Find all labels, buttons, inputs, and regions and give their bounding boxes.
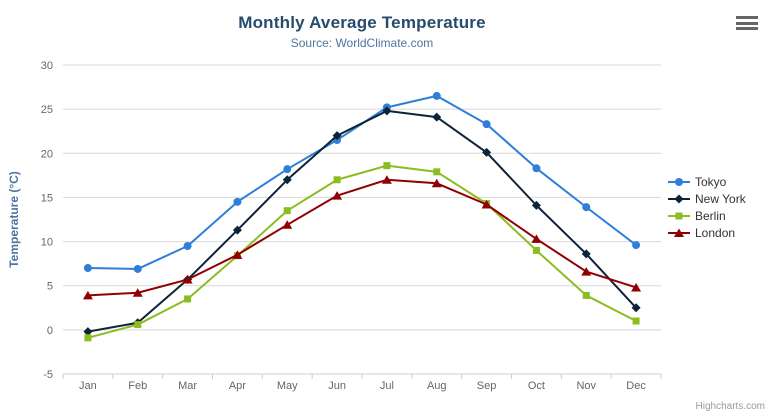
- y-axis-label: 25: [41, 104, 53, 116]
- data-point-tokyo[interactable]: [632, 241, 641, 250]
- data-point-london[interactable]: [631, 282, 642, 292]
- data-point-london[interactable]: [481, 199, 492, 209]
- legend-symbol-circle-icon: [668, 178, 690, 186]
- data-point-new-york[interactable]: [332, 131, 342, 141]
- data-point-london[interactable]: [431, 178, 442, 188]
- data-point-berlin[interactable]: [184, 295, 192, 303]
- data-point-london[interactable]: [182, 275, 193, 284]
- legend-symbol-diamond-icon: [668, 194, 690, 204]
- data-point-berlin[interactable]: [333, 176, 341, 184]
- data-point-new-york[interactable]: [482, 147, 492, 157]
- legend-item-new-york[interactable]: New York: [668, 192, 746, 206]
- data-point-tokyo[interactable]: [83, 264, 92, 273]
- y-axis-label: 10: [41, 237, 53, 249]
- legend-label: Berlin: [695, 209, 726, 223]
- context-menu-button[interactable]: [736, 16, 758, 30]
- y-axis-title: Temperature (°C): [7, 171, 21, 268]
- y-axis-label: 30: [41, 60, 53, 72]
- data-point-london[interactable]: [282, 220, 293, 229]
- y-axis-label: 20: [41, 148, 53, 160]
- data-point-new-york[interactable]: [382, 106, 392, 116]
- data-point-new-york[interactable]: [581, 249, 591, 259]
- legend-item-berlin[interactable]: Berlin: [668, 209, 746, 223]
- series-line-london[interactable]: [86, 178, 638, 297]
- legend-symbol-square-icon: [668, 212, 690, 220]
- x-axis-label: May: [277, 380, 298, 392]
- data-point-new-york[interactable]: [232, 225, 242, 235]
- x-axis-label: Mar: [178, 380, 197, 392]
- x-axis-label: Feb: [128, 380, 147, 392]
- highcharts-credit[interactable]: Highcharts.com: [695, 401, 765, 412]
- chart-subtitle: Source: WorldClimate.com: [290, 36, 434, 50]
- x-axis-label: Dec: [626, 380, 646, 392]
- data-point-new-york[interactable]: [631, 303, 641, 313]
- legend-label: New York: [695, 192, 746, 206]
- data-point-berlin[interactable]: [383, 162, 391, 170]
- x-axis-label: Jul: [380, 380, 394, 392]
- data-point-london[interactable]: [332, 191, 343, 200]
- y-axis-label: -5: [43, 369, 53, 381]
- x-axis-label: Sep: [477, 380, 497, 392]
- legend-item-tokyo[interactable]: Tokyo: [668, 175, 746, 189]
- data-point-tokyo[interactable]: [532, 164, 541, 173]
- data-point-berlin[interactable]: [582, 291, 590, 299]
- data-point-london[interactable]: [531, 234, 542, 243]
- x-axis-label: Nov: [576, 380, 596, 392]
- x-axis-label: Jun: [328, 380, 346, 392]
- series-line-tokyo[interactable]: [86, 94, 638, 270]
- data-point-london[interactable]: [381, 175, 392, 184]
- data-point-tokyo[interactable]: [133, 264, 142, 273]
- x-axis-label: Jan: [79, 380, 97, 392]
- x-axis-label: Oct: [528, 380, 545, 392]
- data-point-berlin[interactable]: [283, 207, 291, 215]
- chart-title: Monthly Average Temperature: [238, 13, 486, 32]
- data-point-tokyo[interactable]: [183, 241, 192, 250]
- data-point-tokyo[interactable]: [233, 197, 242, 206]
- legend-label: London: [695, 226, 736, 240]
- data-point-tokyo[interactable]: [432, 91, 441, 100]
- data-point-berlin[interactable]: [433, 168, 441, 176]
- x-axis-label: Aug: [427, 380, 447, 392]
- legend: Tokyo New York Berlin London: [668, 175, 746, 240]
- x-axis-label: Apr: [229, 380, 246, 392]
- y-axis-label: 15: [41, 192, 53, 204]
- data-point-london[interactable]: [232, 250, 243, 259]
- legend-label: Tokyo: [695, 175, 727, 189]
- hamburger-icon: [736, 27, 758, 30]
- data-point-tokyo[interactable]: [283, 165, 292, 174]
- legend-symbol-triangle-icon: [668, 228, 690, 237]
- data-point-new-york[interactable]: [282, 175, 292, 185]
- hamburger-icon: [736, 21, 758, 25]
- series-line-berlin[interactable]: [86, 164, 638, 339]
- data-point-tokyo[interactable]: [582, 203, 591, 212]
- y-axis-label: 5: [47, 281, 53, 293]
- y-axis-label: 0: [47, 325, 53, 337]
- data-point-london[interactable]: [132, 288, 143, 297]
- data-point-london[interactable]: [581, 267, 592, 276]
- legend-item-london[interactable]: London: [668, 226, 746, 240]
- data-point-berlin[interactable]: [134, 321, 142, 329]
- data-point-tokyo[interactable]: [482, 120, 491, 129]
- data-point-berlin[interactable]: [632, 317, 640, 325]
- data-point-berlin[interactable]: [84, 334, 92, 342]
- data-point-new-york[interactable]: [531, 200, 541, 210]
- data-point-new-york[interactable]: [432, 112, 442, 122]
- data-point-new-york[interactable]: [83, 327, 93, 337]
- series-line-new-york[interactable]: [86, 109, 638, 333]
- hamburger-icon: [736, 16, 758, 19]
- data-point-london[interactable]: [82, 290, 93, 300]
- data-point-berlin[interactable]: [532, 246, 540, 254]
